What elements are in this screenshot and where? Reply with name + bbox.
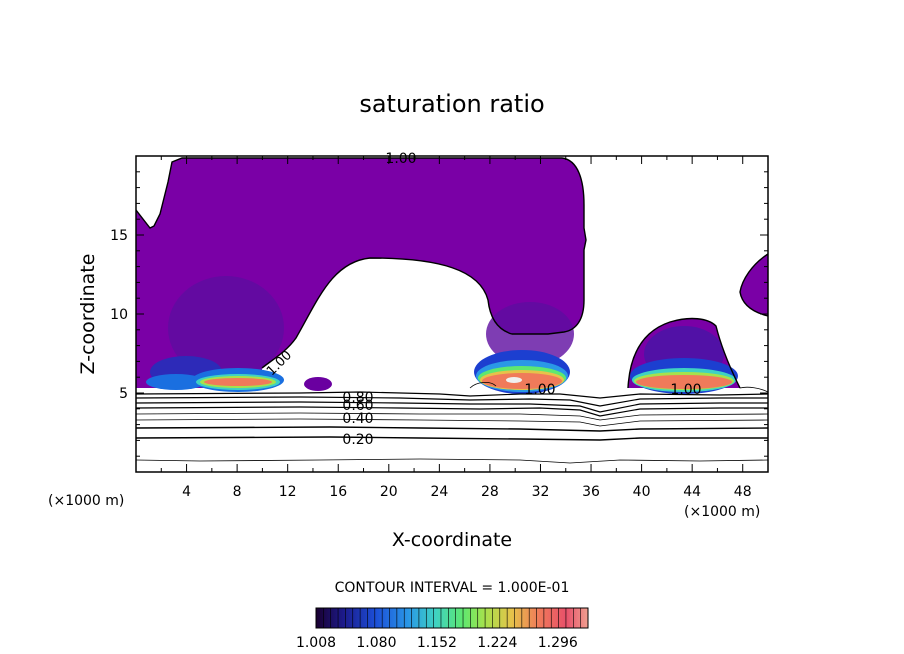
plot-area [136,157,768,464]
contour-lines-saturation [136,157,768,389]
x-tick-label: 8 [233,484,242,500]
cloud-core [636,375,732,389]
x-tick-label: 28 [481,484,499,500]
chart-title: saturation ratio [359,90,544,118]
x-tick-label: 44 [683,484,701,500]
contour-lines-subsaturated [136,382,768,464]
cloud-core [482,373,562,389]
contour-label: 0.40 [342,411,373,427]
x-tick-label: 24 [430,484,448,500]
colorbar [315,607,589,629]
colorbar-labels: 1.008 1.080 1.152 1.224 1.296 [296,635,578,651]
cloud-core [506,377,522,383]
x-tick-label: 40 [633,484,651,500]
contour-label: 0.60 [342,398,373,414]
contour-label: 1.00 [524,382,555,398]
cloud-region-edge [740,254,768,316]
contour-label: 1.00 [670,382,701,398]
contour-label: 0.20 [342,432,373,448]
x-tick-label: 12 [279,484,297,500]
y-tick-label: 15 [110,228,128,244]
x-unit-label: (×1000 m) [684,504,760,520]
x-axis: 4 8 12 16 20 24 28 32 36 40 44 48 [160,156,752,500]
contour-label: 0.80 [342,390,373,406]
y-axis: 5 10 15 [110,171,768,457]
colorbar-ticks [315,608,589,628]
cloud-core [204,378,272,386]
contour-label: 1.00 [385,151,416,167]
x-tick-label: 16 [329,484,347,500]
x-tick-label: 36 [582,484,600,500]
cloud-shade [168,276,284,380]
z-unit-label: (×1000 m) [48,493,124,509]
y-axis-title: Z-coordinate [77,254,99,375]
colorbar-label: 1.224 [477,635,517,651]
x-tick-label: 32 [532,484,550,500]
x-axis-title: X-coordinate [392,529,512,551]
x-tick-label: 4 [182,484,191,500]
cloud-core [146,374,206,390]
y-tick-label: 10 [110,307,128,323]
cloud-region-small [304,377,332,391]
y-tick-label: 5 [119,386,128,402]
contour-interval-text: CONTOUR INTERVAL = 1.000E-01 [335,580,570,596]
x-tick-label: 20 [380,484,398,500]
colorbar-label: 1.080 [356,635,396,651]
colorbar-label: 1.296 [538,635,578,651]
colorbar-label: 1.152 [417,635,457,651]
colorbar-label: 1.008 [296,635,336,651]
x-tick-label: 48 [734,484,752,500]
